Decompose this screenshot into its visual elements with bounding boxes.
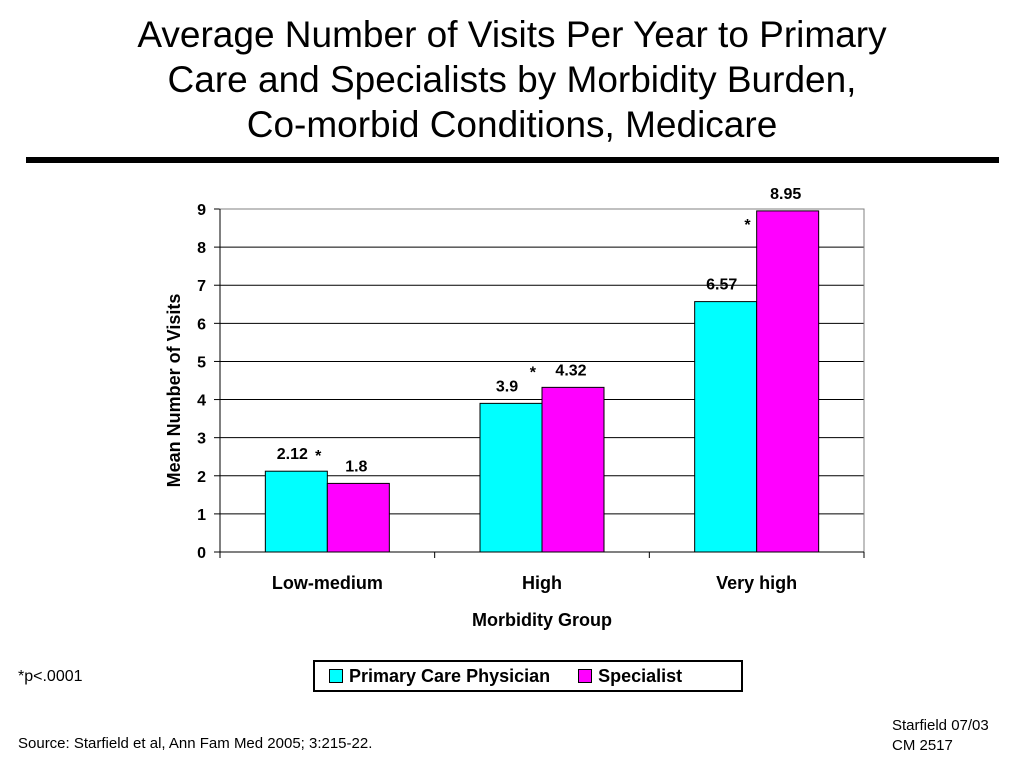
bar-primary xyxy=(479,402,543,553)
legend-item-specialist: Specialist xyxy=(578,666,682,687)
credit: Starfield 07/03 CM 2517 xyxy=(892,716,989,756)
y-tick-label: 6 xyxy=(197,316,206,333)
data-label-specialist: 8.95 xyxy=(770,186,801,203)
bar-primary xyxy=(694,301,758,553)
bar-primary xyxy=(264,470,328,553)
y-tick-label: 4 xyxy=(197,393,206,410)
bar-specialist xyxy=(756,210,820,553)
y-tick-label: 5 xyxy=(197,354,206,371)
x-tick-label: Low-medium xyxy=(272,573,383,593)
credit-line-2: CM 2517 xyxy=(892,737,953,754)
y-tick-label: 9 xyxy=(197,202,206,219)
title-line-3: Co-morbid Conditions, Medicare xyxy=(246,104,778,145)
legend-label-primary: Primary Care Physician xyxy=(349,665,551,686)
significance-footnote: *p<.0001 xyxy=(18,668,83,685)
y-tick-label: 2 xyxy=(197,469,206,486)
page-title: Average Number of Visits Per Year to Pri… xyxy=(0,12,1024,147)
significance-marker: * xyxy=(530,364,537,381)
significance-marker: * xyxy=(744,217,751,234)
legend-swatch-specialist xyxy=(578,669,593,683)
credit-line-1: Starfield 07/03 xyxy=(892,717,989,734)
source-citation: Source: Starfield et al, Ann Fam Med 200… xyxy=(18,735,373,752)
x-tick-label: High xyxy=(522,573,562,593)
data-label-specialist: 4.32 xyxy=(555,362,586,379)
y-tick-label: 8 xyxy=(197,240,206,257)
legend-label-specialist: Specialist xyxy=(598,665,683,686)
chart-legend: Primary Care Physician Specialist xyxy=(313,660,743,692)
legend-item-primary: Primary Care Physician xyxy=(329,666,550,687)
data-label-specialist: 1.8 xyxy=(345,458,367,475)
bar-specialist xyxy=(326,482,390,553)
bar-specialist xyxy=(541,386,605,553)
significance-marker: * xyxy=(315,448,322,465)
y-tick-label: 7 xyxy=(197,278,206,295)
y-tick-label: 3 xyxy=(197,431,206,448)
y-tick-label: 0 xyxy=(197,545,206,562)
legend-swatch-primary xyxy=(329,669,343,683)
title-line-1: Average Number of Visits Per Year to Pri… xyxy=(137,14,887,55)
x-axis-title: Morbidity Group xyxy=(472,610,612,630)
data-label-primary: 3.9 xyxy=(496,378,518,395)
data-label-primary: 2.12 xyxy=(277,446,308,463)
title-rule xyxy=(26,157,999,163)
y-tick-label: 1 xyxy=(197,507,206,524)
title-line-2: Care and Specialists by Morbidity Burden… xyxy=(167,59,857,100)
data-label-primary: 6.57 xyxy=(706,277,737,294)
y-axis-title: Mean Number of Visits xyxy=(164,294,184,488)
x-tick-label: Very high xyxy=(716,573,797,593)
